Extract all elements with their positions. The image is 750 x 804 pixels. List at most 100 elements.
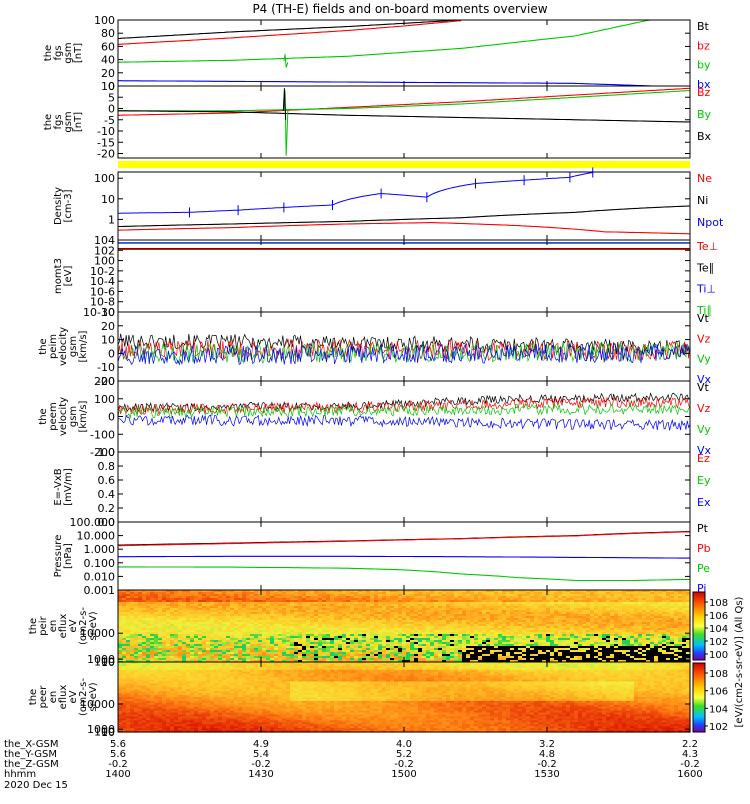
legend-te∥: Te∥ — [696, 261, 714, 274]
colorbar-label: [eV/(cm2-s-sr-eV)] (All Qs) — [734, 596, 745, 727]
legend-pe: Pe — [697, 562, 710, 575]
y-tick-label: -10 — [97, 125, 115, 138]
legend-npot: Npot — [697, 216, 724, 229]
y-tick-label: 0.4 — [98, 488, 116, 501]
y-axis-label: [mV/m] — [63, 468, 74, 506]
y-tick-label: 0.6 — [98, 474, 116, 487]
series-peem_velocity-vt — [118, 393, 690, 411]
panel-frame — [118, 240, 690, 312]
panel-frame — [118, 86, 690, 158]
y-tick-label: 0.010 — [84, 570, 116, 583]
panel-frame — [118, 172, 690, 240]
y-tick-label: 1000 — [87, 723, 115, 736]
x-row-label: 2020 Dec 15 — [4, 780, 68, 791]
y-tick-label: -20 — [97, 148, 115, 161]
y-tick-label: 100 — [94, 393, 115, 406]
legend-ey: Ey — [697, 474, 711, 487]
y-tick-label: 0.100 — [84, 557, 116, 570]
legend-by: by — [697, 59, 711, 72]
y-tick-label: 60 — [101, 40, 115, 53]
legend-vz: Vz — [697, 402, 711, 415]
series-pressure-pe — [118, 567, 690, 581]
legend-vz: Vz — [697, 332, 711, 345]
y-tick-label: 10 — [101, 334, 115, 347]
y-tick-label: 80 — [101, 27, 115, 40]
y-tick-label: 40 — [101, 54, 115, 67]
y-tick-label: 1 — [108, 213, 115, 226]
y-tick-label: -15 — [97, 136, 115, 149]
colorbar: 108106104102100108106104102[eV/(cm2-s-sr… — [693, 592, 745, 733]
y-tick-label: 10 — [101, 80, 115, 93]
y-tick-label: 0 — [108, 347, 115, 360]
figure-title: P4 (TH-E) fields and on-board moments ov… — [252, 2, 547, 16]
y-tick-label: -5 — [104, 114, 115, 127]
y-axis-label: [km/s] — [78, 330, 89, 362]
series-density-npot — [118, 173, 593, 214]
x-tick-value: 1500 — [391, 769, 416, 780]
y-tick-label: 1.000 — [84, 543, 116, 556]
colorbar-tick-label: 102 — [709, 722, 728, 733]
y-tick-label: 1000 — [87, 653, 115, 666]
y-axis-label: [eV] — [63, 266, 74, 287]
legend-ex: Ex — [697, 496, 711, 509]
y-tick-label: 10.000 — [77, 530, 116, 543]
y-tick-label: 104 — [94, 234, 115, 247]
colorbar-tick-label: 100 — [709, 650, 728, 661]
y-tick-label: 0.2 — [98, 502, 116, 515]
colorbar-tick-label: 104 — [709, 704, 728, 715]
y-axis-label: [km/s] — [78, 400, 89, 432]
x-tick-value: 1530 — [534, 769, 559, 780]
y-axis-label: [nT] — [73, 112, 84, 132]
y-tick-label: 20 — [101, 67, 115, 80]
y-tick-label: -100 — [90, 428, 115, 441]
y-axis-label: sr-eV) — [88, 682, 99, 711]
series-peem_velocity-vx — [118, 415, 690, 430]
series-fgs_gsm_pos-bt — [118, 20, 518, 39]
y-tick-label: 30 — [101, 306, 115, 319]
legend-pb: Pb — [697, 542, 711, 555]
colorbar-tick-label: 106 — [709, 611, 728, 622]
y-tick-label: 20 — [101, 320, 115, 333]
legend-pt: Pt — [697, 522, 709, 535]
status-bar-yellow — [118, 161, 690, 168]
y-axis-label: [cm-3] — [63, 189, 74, 222]
x-tick-value: 1430 — [248, 769, 273, 780]
y-axis-label: sr-eV) — [88, 611, 99, 640]
y-tick-label: 10 — [101, 193, 115, 206]
y-tick-label: 100 — [94, 172, 115, 185]
series-fgs_gsm_neg-bx — [118, 111, 690, 122]
colorbar-tick-label: 108 — [709, 669, 728, 680]
series-pressure-pi — [118, 556, 690, 558]
legend-vy: Vy — [697, 423, 711, 436]
series-pressure-pt — [118, 532, 690, 546]
legend-vt: Vt — [697, 381, 710, 394]
legend-bz: Bz — [697, 86, 711, 99]
y-tick-label: 0 — [108, 411, 115, 424]
legend-vy: Vy — [697, 353, 711, 366]
y-tick-label: 0.001 — [84, 584, 116, 597]
panel-pressure: 0.0010.0100.1001.00010.000100.000Pressur… — [53, 516, 711, 597]
panel-frame — [118, 452, 690, 522]
colorbar-tick-label: 108 — [709, 598, 728, 609]
y-tick-label: 0 — [108, 103, 115, 116]
y-axis-label: [nT] — [73, 43, 84, 63]
y-tick-label: 1.0 — [98, 446, 116, 459]
y-tick-label: 100 — [94, 14, 115, 27]
by-spike — [284, 54, 288, 67]
colorbar-tick-label: 104 — [709, 624, 728, 635]
panel-mom_temp: 10-1010-810-610-410-2100102104momt3[eV]T… — [53, 234, 718, 319]
legend-ni: Ni — [697, 194, 708, 207]
legend-ez: Ez — [697, 452, 710, 465]
legend-ne: Ne — [697, 172, 712, 185]
colorbar-top — [693, 592, 705, 660]
x-tick-value: 1600 — [677, 769, 702, 780]
series-fgs_gsm_pos-by — [118, 20, 661, 62]
